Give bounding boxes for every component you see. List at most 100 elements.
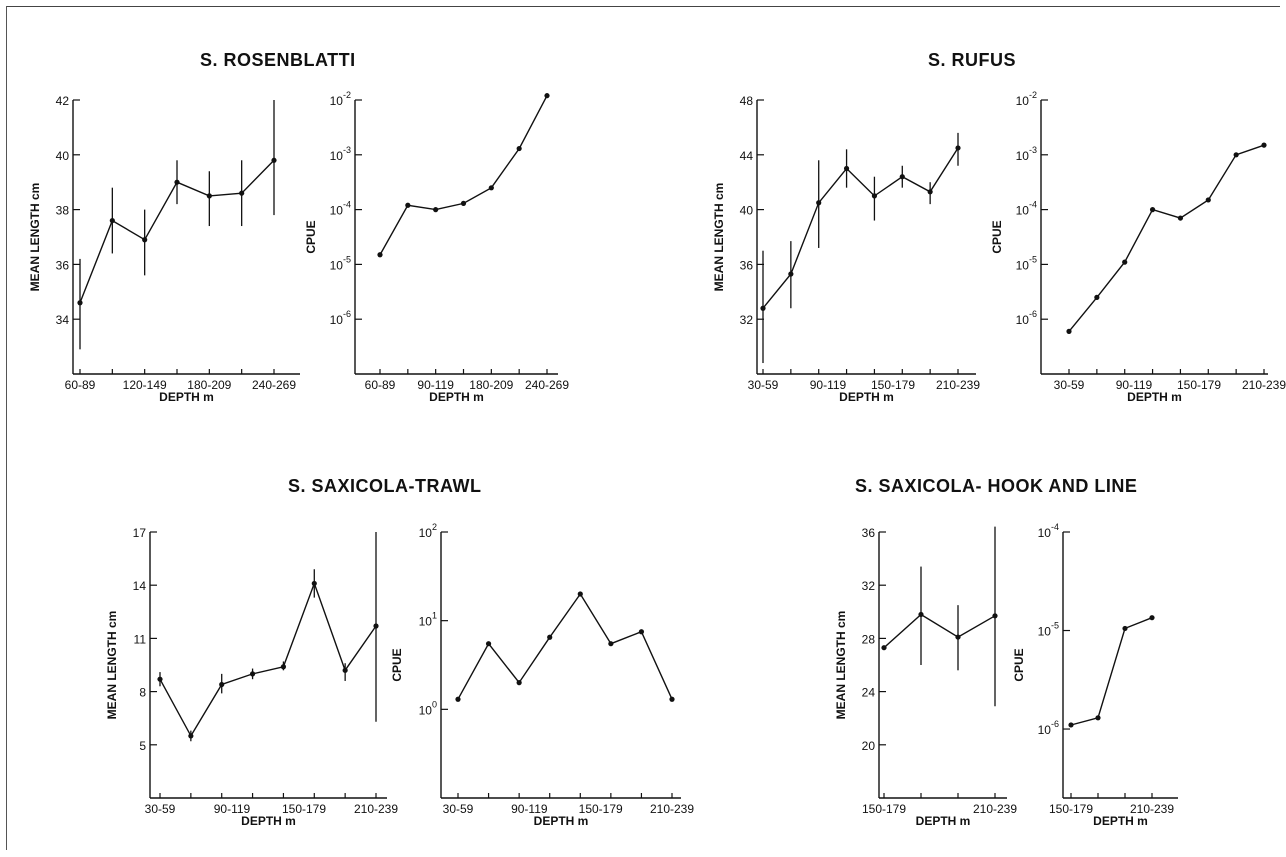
data-point [174,179,180,185]
x-tick-label: 210-239 [1242,378,1286,392]
data-point [1068,722,1074,728]
y-axis-label: CPUE [304,220,318,253]
y-tick-label: 10-6 [1038,719,1059,737]
data-point [377,252,383,258]
y-tick-label: 24 [862,686,876,700]
x-tick-label: 210-239 [973,802,1017,816]
data-point [843,165,850,172]
data-point [1177,215,1184,221]
frame-left-line [6,6,7,850]
x-tick-label: 60-89 [365,378,396,392]
data-point [271,157,277,163]
data-point [219,681,225,688]
data-point [881,645,887,651]
data-point [77,300,83,306]
x-tick-label: 180-209 [469,378,513,392]
x-tick-label: 150-179 [579,802,623,816]
y-tick-label: 10-6 [1016,309,1037,327]
data-point [992,613,998,619]
data-point [871,193,878,199]
y-tick-label: 36 [862,526,876,540]
y-tick-label: 36 [56,258,70,272]
series-line [1070,617,1153,726]
y-tick-label: 102 [419,522,437,540]
y-tick-label: 20 [862,739,876,753]
series-line [457,592,673,700]
y-tick-label: 100 [419,699,437,717]
y-axis-label: CPUE [390,648,404,681]
data-point [188,733,194,739]
title-saxicola-trawl: S. SAXICOLA-TRAWL [288,476,482,496]
data-point [249,671,256,677]
y-tick-label: 38 [56,204,70,218]
y-tick-label: 28 [862,632,876,646]
title-saxicola-hook-and-line: S. SAXICOLA- HOOK AND LINE [855,476,1138,496]
x-tick-label: 150-179 [871,378,915,392]
x-tick-label: 210-239 [354,802,398,816]
data-point [547,634,553,640]
x-tick-label: 90-119 [511,802,548,816]
x-tick-label: 150-179 [282,802,326,816]
chart-rosenblatti-length: 34 36 38 40 42 60-89 120-149 180-209 240-269 DEPT… [28,94,300,404]
data-point [1066,328,1072,334]
data-point [927,189,933,195]
x-tick-label: 240-269 [525,378,569,392]
data-point [788,271,794,277]
data-point [460,200,467,206]
x-tick-label: 30-59 [748,378,779,392]
data-point [373,623,379,629]
data-point [577,591,583,597]
y-tick-label: 10-4 [1038,522,1059,540]
x-tick-label: 150-179 [1049,802,1093,816]
data-point [1149,615,1155,621]
y-tick-label: 32 [740,313,754,327]
x-tick-label: 30-59 [1054,378,1085,392]
x-axis-label: DEPTH m [429,390,484,404]
data-point [608,641,614,647]
series-line [1068,144,1265,332]
y-tick-label: 10-3 [1016,145,1037,163]
x-tick-label: 90-119 [417,378,454,392]
data-point [918,611,924,618]
data-point [455,696,461,702]
title-rosenblatti: S. ROSENBLATTI [200,50,356,70]
data-point [1233,152,1239,158]
x-axis-label: DEPTH m [1127,390,1182,404]
x-tick-label: 90-119 [810,378,847,392]
y-tick-label: 10-2 [330,90,351,108]
data-point [311,580,317,587]
chart-rosenblatti-cpue: 10-6 10-5 10-4 10-3 10-2 60-89 90-119 180-209 24… [304,90,569,404]
data-point [433,207,439,213]
series-line [159,581,377,738]
chart-saxicola-trawl-cpue: 100 101 102 30-59 90-119 150-179 210-239 DEPTH … [390,522,694,828]
x-axis-label: DEPTH m [534,814,589,828]
x-tick-label: 60-89 [65,378,96,392]
y-tick-label: 10-4 [330,200,351,218]
x-axis-label: DEPTH m [159,390,214,404]
x-axis-label: DEPTH m [1093,814,1148,828]
chart-rufus-cpue: 10-6 10-5 10-4 10-3 10-2 30-59 90-119 150-179 21… [990,90,1286,404]
data-point [516,680,522,686]
data-point [1205,197,1211,203]
y-tick-label: 5 [139,739,146,753]
chart-saxicola-trawl-length: 5 8 11 14 17 30-59 90-119 150-179 210-239 DEPTH m… [105,526,398,828]
x-tick-label: 120-149 [123,378,167,392]
x-tick-label: 150-179 [862,802,906,816]
data-point [1122,259,1128,265]
data-point [1094,294,1100,300]
data-point [1095,715,1101,721]
data-point [1122,625,1128,632]
x-tick-label: 150-179 [1177,378,1221,392]
x-tick-label: 240-269 [252,378,296,392]
y-tick-label: 40 [56,149,70,163]
y-tick-label: 42 [56,94,70,108]
data-point [280,664,287,670]
x-axis-label: DEPTH m [241,814,296,828]
y-axis-label: MEAN LENGTH cm [28,183,42,292]
y-tick-label: 10-5 [1038,621,1059,639]
data-point [206,193,212,199]
frame-top-line [6,6,1280,7]
